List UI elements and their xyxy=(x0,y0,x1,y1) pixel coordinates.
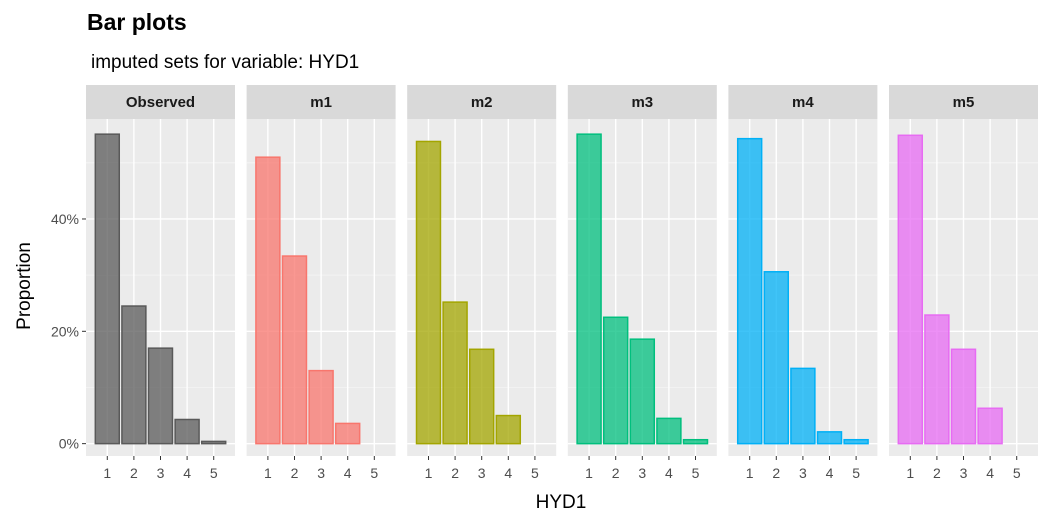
x-tick-label: 4 xyxy=(986,465,994,481)
bar xyxy=(147,347,174,445)
x-tick-label: 5 xyxy=(1013,465,1021,481)
bar xyxy=(736,137,763,445)
bar xyxy=(977,407,1003,445)
x-tick-label: 2 xyxy=(612,465,620,481)
bar xyxy=(576,133,602,445)
bar xyxy=(763,271,790,445)
facet-strip xyxy=(728,85,878,119)
bar xyxy=(656,417,682,445)
x-tick-label: 3 xyxy=(157,465,165,481)
bar xyxy=(495,414,522,445)
x-tick-label: 5 xyxy=(692,465,700,481)
x-tick-label: 4 xyxy=(183,465,191,481)
chart-title: Bar plots xyxy=(87,9,187,35)
facet-panel: m4 1 2 3 4 5 xyxy=(728,85,878,481)
bar xyxy=(924,314,950,445)
facet-strip-label: Observed xyxy=(126,94,195,111)
facet-strip-label: m4 xyxy=(792,94,814,111)
x-tick-label: 5 xyxy=(852,465,860,481)
bar xyxy=(629,338,656,445)
bar xyxy=(94,133,121,445)
y-axis: 0% 20% 40% xyxy=(51,211,86,452)
x-tick-label: 1 xyxy=(746,465,754,481)
x-tick-label: 4 xyxy=(504,465,512,481)
x-tick-label: 4 xyxy=(826,465,834,481)
x-tick-label: 2 xyxy=(130,465,138,481)
x-tick-label: 4 xyxy=(344,465,352,481)
x-axis-title: HYD1 xyxy=(536,492,587,513)
x-tick-label: 2 xyxy=(933,465,941,481)
bar xyxy=(121,305,147,445)
bar xyxy=(790,367,816,445)
y-tick-label: 20% xyxy=(51,323,79,339)
bar xyxy=(897,134,924,445)
facet-strip xyxy=(86,85,235,119)
x-tick-label: 3 xyxy=(478,465,486,481)
chart-subtitle: imputed sets for variable: HYD1 xyxy=(91,52,359,73)
x-tick-label: 5 xyxy=(210,465,218,481)
bar xyxy=(255,156,281,445)
x-tick-label: 4 xyxy=(665,465,673,481)
facet-strip-label: m2 xyxy=(471,94,493,111)
bar xyxy=(281,255,308,445)
y-tick-label: 40% xyxy=(51,211,79,227)
x-tick-label: 1 xyxy=(103,465,111,481)
facet-strip-label: m3 xyxy=(631,94,653,111)
y-axis-title: Proportion xyxy=(14,242,35,330)
bar xyxy=(174,418,200,445)
facet-panel: m1 1 2 3 4 5 xyxy=(246,85,396,481)
x-tick-label: 1 xyxy=(425,465,433,481)
facet-strip xyxy=(889,85,1038,119)
facet-panel: m5 1 2 3 4 5 xyxy=(889,85,1038,481)
x-tick-label: 3 xyxy=(799,465,807,481)
bar xyxy=(468,348,495,445)
x-tick-label: 5 xyxy=(531,465,539,481)
facet-strip-label: m1 xyxy=(310,94,332,111)
x-tick-label: 2 xyxy=(291,465,299,481)
facet-panel: m3 1 2 3 4 5 xyxy=(567,85,717,481)
facet-panel: m2 1 2 3 4 5 xyxy=(407,85,557,481)
bar xyxy=(442,301,468,445)
x-tick-label: 3 xyxy=(638,465,646,481)
bar xyxy=(816,431,843,445)
x-tick-label: 3 xyxy=(317,465,325,481)
x-tick-label: 2 xyxy=(451,465,459,481)
facet-strip-label: m5 xyxy=(953,94,975,111)
facet-strip xyxy=(246,85,396,119)
x-tick-label: 1 xyxy=(906,465,914,481)
bar xyxy=(200,440,227,445)
facet-panels: Observed 1 2 3 4 5 m1 1 2 3 4 5 m2 1 2 3 4 5 m3 1 2 3 4 5 m4 1 2 3 4… xyxy=(86,85,1038,481)
bar xyxy=(308,369,334,445)
bar xyxy=(602,316,629,445)
bar xyxy=(682,438,709,445)
bar xyxy=(843,438,869,445)
bar xyxy=(334,422,361,445)
bar xyxy=(415,140,442,445)
x-tick-label: 1 xyxy=(585,465,593,481)
y-tick-label: 0% xyxy=(59,436,79,452)
x-tick-label: 3 xyxy=(960,465,968,481)
x-tick-label: 1 xyxy=(264,465,272,481)
bar xyxy=(950,348,977,445)
x-tick-label: 2 xyxy=(772,465,780,481)
x-tick-label: 5 xyxy=(370,465,378,481)
facet-panel: Observed 1 2 3 4 5 xyxy=(86,85,235,481)
facet-strip xyxy=(567,85,717,119)
facet-strip xyxy=(407,85,557,119)
